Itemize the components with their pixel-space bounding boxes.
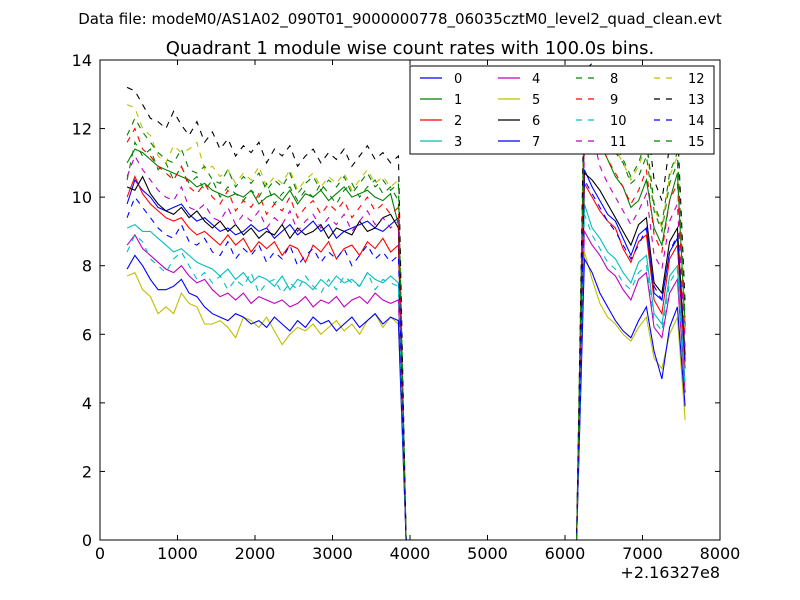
plot-area (99, 59, 721, 541)
legend-item: 7 (498, 135, 540, 150)
legend-label: 14 (688, 114, 705, 129)
x-tick-label: 2000 (235, 544, 276, 563)
legend-item: 3 (420, 135, 462, 150)
series-line-10 (126, 214, 686, 540)
figure-suptitle: Data file: modeM0/AS1A02_090T01_90000007… (78, 10, 722, 29)
legend-item: 15 (654, 135, 705, 150)
legend-item: 12 (654, 72, 705, 87)
x-tick-label: 8000 (700, 544, 741, 563)
x-offset-label: +2.16327e8 (620, 563, 720, 582)
x-tick-label: 5000 (467, 544, 508, 563)
x-tick-label: 1000 (157, 544, 198, 563)
y-tick-label: 10 (72, 188, 92, 207)
y-tick-label: 4 (82, 394, 92, 413)
legend-label: 9 (610, 93, 618, 108)
legend-item: 14 (654, 114, 705, 129)
legend-label: 15 (688, 135, 705, 150)
legend-label: 7 (532, 135, 540, 150)
legend-item: 11 (576, 135, 627, 150)
legend-label: 11 (610, 135, 627, 150)
legend-box (409, 65, 715, 155)
legend-label: 1 (454, 93, 462, 108)
y-tick-label: 12 (72, 120, 92, 139)
legend-item: 0 (420, 72, 462, 87)
x-tick-label: 3000 (312, 544, 353, 563)
series-line-13 (126, 62, 686, 540)
x-axis: 0 1000 2000 3000 4000 5000 6000 7000 8000 (95, 60, 740, 563)
legend-label: 6 (532, 114, 540, 129)
x-tick-label: 4000 (390, 544, 431, 563)
series-line-8 (126, 73, 686, 540)
series-line-0 (126, 169, 686, 540)
legend-item: 13 (654, 93, 705, 108)
y-tick-label: 0 (82, 531, 92, 550)
legend-item: 10 (576, 114, 627, 129)
legend-label: 8 (610, 72, 618, 87)
y-tick-label: 2 (82, 462, 92, 481)
legend-item: 8 (576, 72, 618, 87)
legend-label: 4 (532, 72, 540, 87)
legend-label: 0 (454, 72, 462, 87)
legend-item: 5 (498, 93, 540, 108)
legend-label: 5 (532, 93, 540, 108)
legend-label: 2 (454, 114, 462, 129)
series-line-12 (126, 80, 686, 540)
y-tick-label: 6 (82, 325, 92, 344)
x-tick-label: 6000 (545, 544, 586, 563)
series-line-5 (126, 251, 686, 540)
series-line-14 (126, 177, 686, 540)
x-tick-label: 0 (95, 544, 105, 563)
series-line-11 (126, 130, 686, 540)
legend-label: 10 (610, 114, 627, 129)
series-lines (126, 62, 686, 540)
legend-label: 3 (454, 135, 462, 150)
legend-label: 13 (688, 93, 705, 108)
legend-item: 4 (498, 72, 540, 87)
series-line-9 (126, 97, 686, 540)
legend-item: 9 (576, 93, 618, 108)
legend-item: 1 (420, 93, 462, 108)
y-tick-label: 14 (72, 51, 92, 70)
series-line-4 (126, 229, 686, 540)
series-line-7 (126, 254, 686, 540)
legend-label: 12 (688, 72, 705, 87)
chart-title: Quadrant 1 module wise count rates with … (166, 38, 655, 59)
x-tick-label: 7000 (622, 544, 663, 563)
series-line-3 (126, 203, 686, 540)
series-line-6 (126, 171, 686, 540)
legend-item: 6 (498, 114, 540, 129)
series-line-1 (126, 100, 686, 540)
y-tick-label: 8 (82, 257, 92, 276)
legend-item: 2 (420, 114, 462, 129)
